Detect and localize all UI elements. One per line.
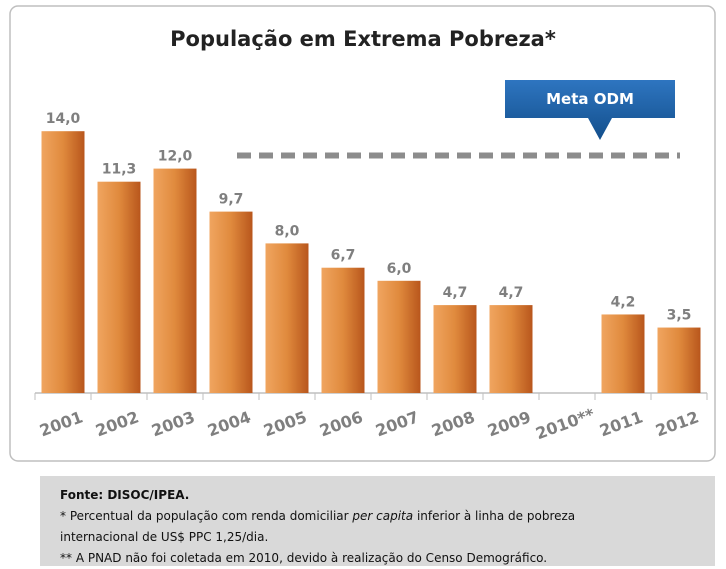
- note: ** A PNAD não foi coletada em 2010, devi…: [60, 551, 548, 565]
- value-label: 12,0: [158, 149, 193, 165]
- note: * Percentual da população com renda domi…: [60, 506, 715, 527]
- chart: População em Extrema Pobreza* 200114,020…: [9, 5, 716, 462]
- bar: [489, 305, 533, 393]
- bar: [265, 243, 309, 393]
- value-label: 4,7: [443, 285, 468, 301]
- value-label: 3,5: [667, 308, 692, 324]
- callout: [505, 80, 675, 140]
- bar: [97, 181, 141, 393]
- bar: [41, 131, 85, 393]
- value-label: 14,0: [46, 111, 81, 127]
- note-text: inferior à linha de pobreza: [413, 509, 576, 523]
- value-label: 4,7: [499, 285, 524, 301]
- bar: [657, 327, 701, 393]
- note: internacional de US$ PPC 1,25/dia.: [60, 530, 269, 544]
- value-label: 6,0: [387, 261, 412, 277]
- value-label: 4,2: [611, 294, 636, 310]
- value-label: 11,3: [102, 162, 137, 178]
- value-label: 8,0: [275, 223, 300, 239]
- chart-title: População em Extrema Pobreza*: [170, 27, 556, 51]
- bar: [601, 314, 645, 393]
- bar: [153, 168, 197, 393]
- footer: Fonte: DISOC/IPEA. * Percentual da popul…: [40, 476, 715, 566]
- bar: [321, 267, 365, 393]
- note-text: * Percentual da população com renda domi…: [60, 509, 353, 523]
- note-italic: per capita: [352, 509, 414, 523]
- value-label: 6,7: [331, 248, 356, 264]
- source: Fonte: DISOC/IPEA.: [60, 488, 190, 502]
- bar: [377, 280, 421, 393]
- callout-label: Meta ODM: [546, 90, 634, 108]
- bar: [209, 211, 253, 393]
- value-label: 9,7: [219, 192, 244, 208]
- bar: [433, 305, 477, 393]
